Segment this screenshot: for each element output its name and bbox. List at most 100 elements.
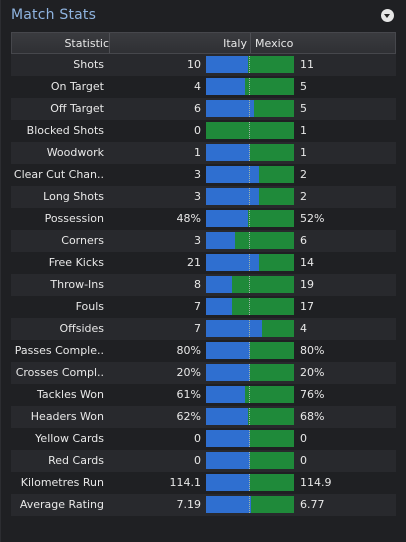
stat-label: Blocked Shots <box>26 124 104 137</box>
home-value: 0 <box>194 124 201 137</box>
comparison-bar <box>206 430 294 447</box>
bar-midline <box>249 386 250 403</box>
table-row: Long Shots 3 2 <box>11 186 396 208</box>
away-value: 5 <box>300 80 307 93</box>
stat-label: Average Rating <box>19 498 104 511</box>
stat-label: Kilometres Run <box>20 476 104 489</box>
comparison-bar <box>206 188 294 205</box>
away-value: 1 <box>300 124 307 137</box>
home-share-fill <box>206 430 250 447</box>
comparison-bar <box>206 56 294 73</box>
home-value: 7 <box>194 300 201 313</box>
stat-label: Woodwork <box>46 146 104 159</box>
bar-midline <box>249 298 250 315</box>
table-row: Throw-Ins 8 19 <box>11 274 396 296</box>
stat-label: Long Shots <box>43 190 104 203</box>
table-row: Headers Won 62% 68% <box>11 406 396 428</box>
table-row: Passes Comple.. 80% 80% <box>11 340 396 362</box>
home-value: 3 <box>194 190 201 203</box>
comparison-bar <box>206 276 294 293</box>
home-share-fill <box>206 210 249 227</box>
home-value: 62% <box>176 410 201 423</box>
comparison-bar <box>206 232 294 249</box>
home-share-fill <box>206 496 252 513</box>
stat-label: Corners <box>61 234 104 247</box>
home-share-fill <box>206 386 246 403</box>
home-share-fill <box>206 144 250 161</box>
away-value: 14 <box>300 256 314 269</box>
home-share-fill <box>206 452 250 469</box>
stat-label: Throw-Ins <box>50 278 104 291</box>
stat-label: Free Kicks <box>48 256 104 269</box>
comparison-bar <box>206 78 294 95</box>
home-share-fill <box>206 298 232 315</box>
bar-midline <box>249 166 250 183</box>
table-header: Statistic Italy Mexico <box>11 32 396 54</box>
table-row: Offsides 7 4 <box>11 318 396 340</box>
stat-label: Red Cards <box>48 454 104 467</box>
away-value: 17 <box>300 300 314 313</box>
away-value: 114.9 <box>300 476 332 489</box>
bar-midline <box>249 188 250 205</box>
table-row: Crosses Compl.. 20% 20% <box>11 362 396 384</box>
home-value: 6 <box>194 102 201 115</box>
bar-midline <box>249 408 250 425</box>
stat-label: On Target <box>50 80 104 93</box>
bar-midline <box>249 364 250 381</box>
bar-midline <box>249 496 250 513</box>
home-value: 48% <box>176 212 201 225</box>
home-value: 7.19 <box>176 498 202 511</box>
stat-label: Off Target <box>50 102 104 115</box>
away-value: 0 <box>300 454 307 467</box>
home-value: 80% <box>176 344 201 357</box>
away-value: 5 <box>300 102 307 115</box>
away-value: 2 <box>300 168 307 181</box>
home-share-fill <box>206 100 254 117</box>
home-value: 20% <box>176 366 201 379</box>
bar-midline <box>249 276 250 293</box>
stat-label: Headers Won <box>30 410 104 423</box>
table-row: Blocked Shots 0 1 <box>11 120 396 142</box>
home-value: 3 <box>194 234 201 247</box>
panel-title: Match Stats <box>11 7 97 23</box>
home-share-fill <box>206 364 250 381</box>
bar-midline <box>249 100 250 117</box>
comparison-bar <box>206 122 294 139</box>
home-value: 1 <box>194 146 201 159</box>
home-share-fill <box>206 166 259 183</box>
table-row: Woodwork 1 1 <box>11 142 396 164</box>
stat-label: Crosses Compl.. <box>15 366 104 379</box>
table-row: Red Cards 0 0 <box>11 450 396 472</box>
table-row: Possession 48% 52% <box>11 208 396 230</box>
comparison-bar <box>206 496 294 513</box>
away-value: 52% <box>300 212 325 225</box>
bar-midline <box>249 430 250 447</box>
home-share-fill <box>206 254 259 271</box>
away-value: 11 <box>300 58 314 71</box>
table-row: Shots 10 11 <box>11 54 396 76</box>
table-row: Corners 3 6 <box>11 230 396 252</box>
table-row: Clear Cut Chan.. 3 2 <box>11 164 396 186</box>
table-row: Kilometres Run 114.1 114.9 <box>11 472 396 494</box>
away-value: 6.77 <box>300 498 325 511</box>
comparison-bar <box>206 474 294 491</box>
home-share-fill <box>206 474 250 491</box>
home-share-fill <box>206 188 259 205</box>
bar-midline <box>249 342 250 359</box>
away-value: 1 <box>300 146 307 159</box>
away-value: 20% <box>300 366 325 379</box>
comparison-bar <box>206 320 294 337</box>
bar-midline <box>249 320 250 337</box>
table-row: On Target 4 5 <box>11 76 396 98</box>
table-row: Off Target 6 5 <box>11 98 396 120</box>
home-share-fill <box>206 232 236 249</box>
bar-midline <box>249 78 250 95</box>
chevron-down-icon[interactable] <box>381 9 394 22</box>
header-home-team[interactable]: Italy <box>223 37 247 50</box>
header-away-team[interactable]: Mexico <box>255 37 294 50</box>
header-statistic[interactable]: Statistic <box>64 37 109 50</box>
away-value: 6 <box>300 234 307 247</box>
home-share-fill <box>206 78 246 95</box>
stat-label: Fouls <box>75 300 104 313</box>
